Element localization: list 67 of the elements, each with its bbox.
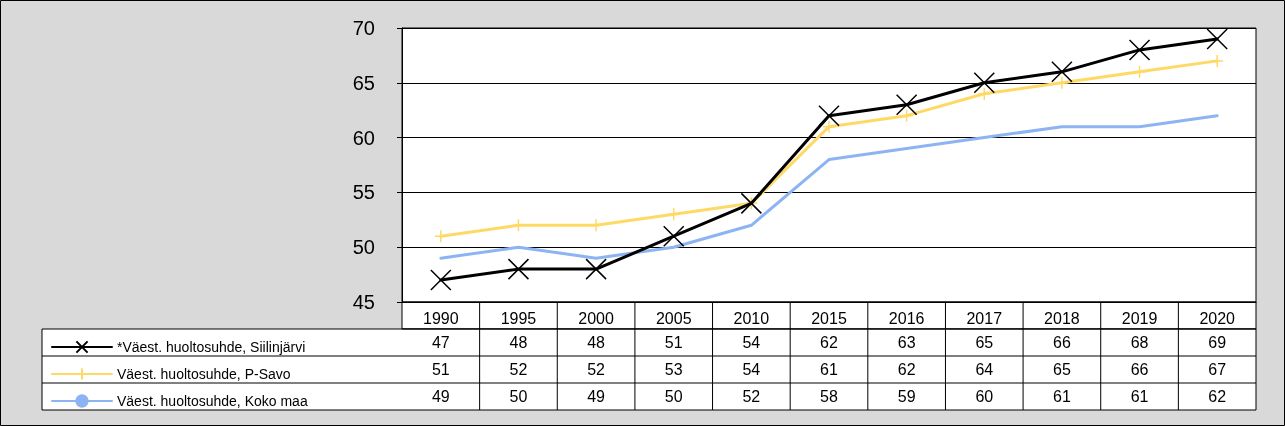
data-label: 53 [664, 361, 683, 378]
x-tick-label: 2015 [811, 309, 847, 327]
y-tick-label: 65 [352, 71, 375, 94]
x-tick-label: 1995 [500, 309, 537, 327]
point [1206, 28, 1228, 50]
y-tick-label: 45 [352, 291, 375, 313]
legend-label: Väest. huoltosuhde, Koko maa [117, 393, 308, 409]
data-label: 52 [742, 388, 761, 405]
point [585, 258, 607, 280]
y-tick-label: 70 [352, 17, 375, 39]
x-tick-label: 2017 [966, 309, 1003, 327]
data-label: 60 [975, 388, 994, 405]
y-tick-label: 50 [352, 236, 375, 259]
data-label: 69 [1208, 334, 1227, 351]
data-label: 64 [975, 361, 994, 378]
data-label: 51 [431, 361, 450, 378]
data-label: 61 [820, 361, 838, 378]
point [662, 225, 685, 247]
line-series [439, 114, 1219, 260]
data-label: 54 [742, 361, 761, 378]
x-tick-label: 2000 [578, 309, 614, 327]
data-label: 51 [664, 334, 683, 351]
point [977, 87, 992, 101]
data-label: 62 [897, 361, 916, 378]
point [1128, 39, 1151, 61]
x-tick-label: 2020 [1199, 309, 1236, 327]
point [895, 93, 918, 116]
x-tick-label: 2010 [733, 309, 770, 327]
data-label: 49 [431, 388, 450, 405]
data-label: 63 [897, 334, 916, 351]
point [818, 104, 840, 127]
point [430, 269, 452, 291]
point [822, 119, 836, 134]
point [507, 258, 530, 280]
data-label: 61 [1130, 388, 1149, 405]
data-label: 65 [1053, 361, 1071, 378]
point [1051, 61, 1073, 83]
point [1210, 54, 1224, 68]
data-label: 50 [509, 388, 528, 405]
x-tick-label: 2016 [888, 309, 925, 327]
data-label: 48 [509, 334, 528, 351]
data-label: 61 [1053, 388, 1071, 405]
x-tick-label: 1990 [423, 309, 459, 327]
data-label: 50 [664, 388, 683, 405]
y-tick-label: 55 [352, 181, 375, 204]
x-tick-label: 2019 [1121, 309, 1158, 327]
data-label: 54 [742, 334, 761, 351]
data-label: 62 [820, 334, 838, 351]
data-label: 68 [1130, 334, 1149, 351]
x-tick-label: 2018 [1044, 309, 1080, 327]
point [973, 72, 996, 94]
data-label: 65 [975, 334, 994, 351]
data-label: 59 [897, 388, 916, 405]
data-label: 66 [1130, 361, 1149, 378]
data-label: 47 [431, 334, 450, 351]
legend-label: Väest. huoltosuhde, P-Savo [117, 366, 291, 382]
data-label: 66 [1053, 334, 1071, 351]
data-label: 67 [1208, 361, 1227, 378]
data-label: 48 [587, 334, 606, 351]
data-label: 62 [1208, 388, 1227, 405]
data-label: 52 [587, 361, 606, 378]
data-label: 58 [820, 388, 838, 405]
y-tick-label: 60 [352, 126, 375, 149]
legend-label: *Väest. huoltosuhde, Siilinjärvi [117, 339, 306, 355]
x-tick-label: 2005 [655, 309, 692, 327]
data-label: 52 [509, 361, 528, 378]
data-label: 49 [587, 388, 606, 405]
